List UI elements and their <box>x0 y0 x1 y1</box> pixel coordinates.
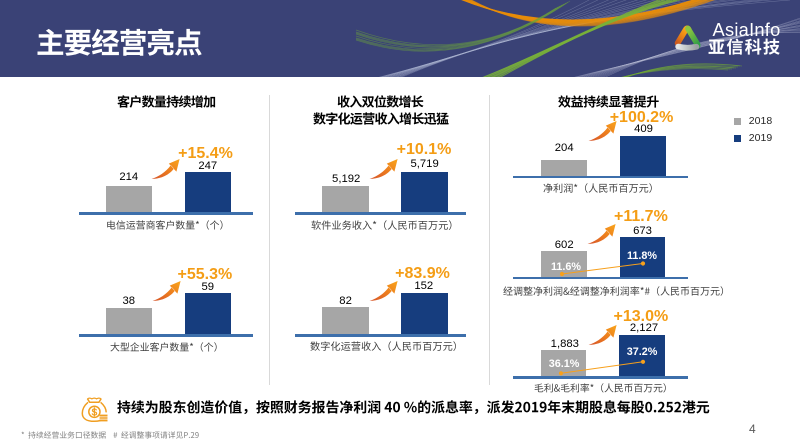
svg-text:$: $ <box>91 406 97 418</box>
